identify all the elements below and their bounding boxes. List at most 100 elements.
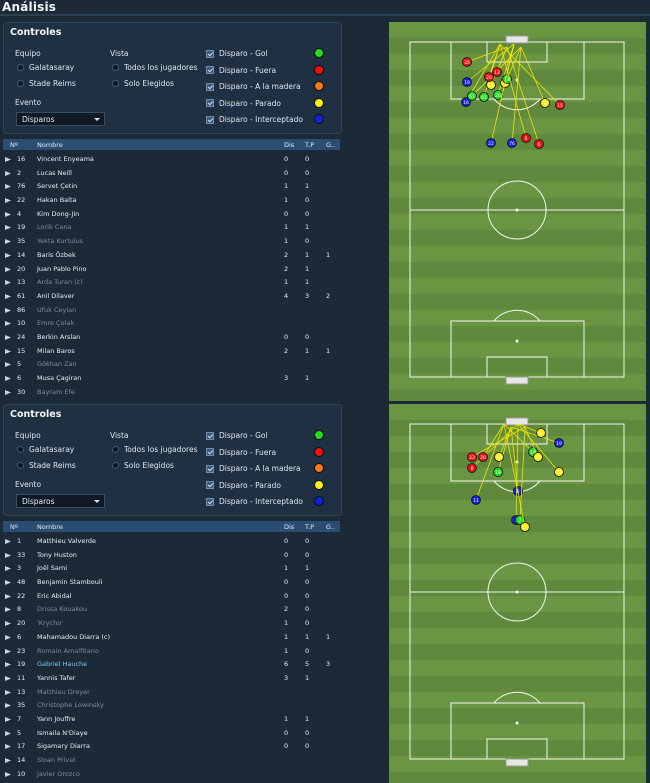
team-option-stade-reims[interactable]: Stade Reims (17, 461, 76, 470)
table-row[interactable]: 13 Arda Turan (c) 1 1 (3, 275, 340, 289)
radio-icon[interactable] (17, 462, 24, 469)
column-header-num[interactable]: Nº (10, 141, 18, 149)
table-row[interactable]: 4 Kim Dong-Jin 0 0 (3, 207, 340, 221)
player-name[interactable]: Baris Özbek (37, 250, 76, 259)
table-row[interactable]: 48 Benjamin Stambouli 0 0 (3, 575, 340, 589)
player-name[interactable]: Arda Turan (c) (37, 278, 83, 287)
column-header-name[interactable]: Nombre (37, 523, 63, 531)
radio-icon[interactable] (112, 462, 119, 469)
checkbox-icon[interactable] (206, 497, 214, 506)
table-row[interactable]: 61 Anil Dilaver 4 3 2 (3, 289, 340, 303)
table-row[interactable]: 35 Yekta Kurtulus 1 0 (3, 234, 340, 248)
table-row[interactable]: 8 Drissa Kouakou 2 0 (3, 602, 340, 616)
player-name[interactable]: Milan Baros (37, 346, 75, 355)
table-row[interactable]: 7 Yann Jouffre 1 1 (3, 712, 340, 726)
player-name[interactable]: Mahamadou Diarra (c) (37, 632, 111, 641)
player-name[interactable]: Javier Orozco (37, 769, 80, 778)
shot-filter-disparo-fuera[interactable]: Disparo - Fuera (206, 66, 276, 75)
column-header-dis[interactable]: Dis (284, 141, 295, 149)
table-row[interactable]: 17 Sigamary Diarra 0 0 (3, 739, 340, 753)
table-row[interactable]: 13 Matthieu Dreyer (3, 685, 340, 699)
player-name[interactable]: Drissa Kouakou (37, 605, 87, 614)
player-name[interactable]: Hakan Balta (37, 196, 77, 205)
player-name[interactable]: Berkin Arslan (37, 332, 81, 341)
player-name[interactable]: Gökhan Zan (37, 360, 77, 369)
view-option-solo-elegidos[interactable]: Solo Elegidos (112, 79, 174, 88)
shot-filter-disparo-gol[interactable]: Disparo - Gol (206, 431, 268, 440)
table-row[interactable]: 20 'Krycho' 1 0 (3, 616, 340, 630)
player-name[interactable]: Musa Çagiran (37, 374, 82, 382)
checkbox-icon[interactable] (206, 82, 214, 91)
player-name[interactable]: Ismaila N'Diaye (37, 728, 88, 737)
radio-icon[interactable] (112, 446, 119, 453)
column-header-g[interactable]: G.. (326, 141, 336, 149)
player-name[interactable]: Sigamary Diarra (37, 742, 90, 751)
checkbox-icon[interactable] (206, 448, 214, 456)
checkbox-icon[interactable] (206, 481, 214, 489)
shot-filter-disparo-parado[interactable]: Disparo - Parado (206, 481, 281, 490)
table-row[interactable]: 14 Sloan Privat (3, 753, 340, 767)
player-name[interactable]: Yekta Kurtulus (37, 237, 84, 246)
team-option-galatasaray[interactable]: Galatasaray (17, 445, 74, 454)
player-name[interactable]: Matthieu Valverde (37, 537, 97, 545)
radio-icon[interactable] (17, 64, 24, 71)
table-row[interactable]: 86 Ufuk Ceylan (3, 303, 340, 317)
player-name[interactable]: Kim Dong-Jin (37, 209, 80, 218)
player-name[interactable]: Joël Sami (37, 564, 68, 573)
checkbox-icon[interactable] (206, 49, 214, 58)
player-name[interactable]: Matthieu Dreyer (37, 687, 90, 696)
table-row[interactable]: 3 Joël Sami 1 1 (3, 561, 340, 575)
table-row[interactable]: 20 Juan Pablo Pino 2 1 (3, 262, 340, 276)
player-name[interactable]: Yann Jouffre (37, 714, 76, 723)
table-row[interactable]: 5 Ismaila N'Diaye 0 0 (3, 726, 340, 740)
team-option-galatasaray[interactable]: Galatasaray (17, 63, 74, 72)
player-name[interactable]: Romain Amalfitano (37, 646, 99, 655)
table-row[interactable]: 2 Lucas Neill 0 0 (3, 166, 340, 180)
table-row[interactable]: 76 Servet Çetin 1 1 (3, 179, 340, 193)
table-row[interactable]: 16 Vincent Enyeama 0 0 (3, 152, 340, 166)
table-row[interactable]: 10 Javier Orozco (3, 767, 340, 781)
player-name[interactable]: Yannis Tafer (37, 673, 76, 682)
shot-filter-disparo-parado[interactable]: Disparo - Parado (206, 99, 281, 108)
player-name[interactable]: Emre Çolak (37, 319, 75, 328)
view-option-solo-elegidos[interactable]: Solo Elegidos (112, 461, 174, 470)
table-row[interactable]: 22 Eric Abidal 0 0 (3, 589, 340, 603)
table-row[interactable]: 33 Tony Huston 0 0 (3, 548, 340, 562)
table-row[interactable]: 6 Mahamadou Diarra (c) 1 1 1 (3, 630, 340, 644)
player-name[interactable]: Vincent Enyeama (37, 155, 94, 163)
shot-filter-disparo-a-la-madera[interactable]: Disparo - A la madera (206, 82, 301, 91)
table-row[interactable]: 11 Yannis Tafer 3 1 (3, 671, 340, 685)
table-row[interactable]: 10 Emre Çolak (3, 316, 340, 330)
shot-filter-disparo-a-la-madera[interactable]: Disparo - A la madera (206, 464, 301, 473)
column-header-num[interactable]: Nº (10, 523, 18, 531)
table-row[interactable]: 19 Gabriel Hauche 6 5 3 (3, 657, 340, 671)
player-name[interactable]: Sloan Privat (37, 756, 76, 764)
radio-icon[interactable] (112, 64, 119, 71)
player-name[interactable]: Eric Abidal (37, 591, 72, 600)
player-name[interactable]: Tony Huston (37, 550, 77, 559)
column-header-g[interactable]: G.. (326, 523, 336, 531)
checkbox-icon[interactable] (206, 115, 214, 124)
team-option-stade-reims[interactable]: Stade Reims (17, 79, 76, 88)
player-name[interactable]: Servet Çetin (37, 182, 78, 191)
table-row[interactable]: 22 Hakan Balta 1 0 (3, 193, 340, 207)
table-row[interactable]: 23 Romain Amalfitano 1 0 (3, 644, 340, 658)
player-name[interactable]: Bayram Efe (37, 387, 75, 396)
shot-filter-disparo-interceptado[interactable]: Disparo - Interceptado (206, 115, 303, 124)
radio-icon[interactable] (17, 446, 24, 453)
checkbox-icon[interactable] (206, 464, 214, 473)
table-row[interactable]: 6 Musa Çagiran 3 1 (3, 371, 340, 385)
shot-filter-disparo-gol[interactable]: Disparo - Gol (206, 49, 268, 58)
column-header-dis[interactable]: Dis (284, 523, 295, 531)
player-name[interactable]: Ufuk Ceylan (37, 305, 77, 314)
table-row[interactable]: 14 Baris Özbek 2 1 1 (3, 248, 340, 262)
table-row[interactable]: 15 Milan Baros 2 1 1 (3, 344, 340, 358)
table-row[interactable]: 35 Christophe Lowinsky (3, 698, 340, 712)
radio-icon[interactable] (112, 80, 119, 87)
radio-icon[interactable] (17, 80, 24, 87)
checkbox-icon[interactable] (206, 99, 214, 107)
player-name[interactable]: 'Krycho' (37, 619, 64, 628)
table-row[interactable]: 1 Matthieu Valverde 0 0 (3, 534, 340, 548)
player-name[interactable]: Anil Dilaver (37, 291, 75, 300)
column-header-name[interactable]: Nombre (37, 141, 63, 149)
